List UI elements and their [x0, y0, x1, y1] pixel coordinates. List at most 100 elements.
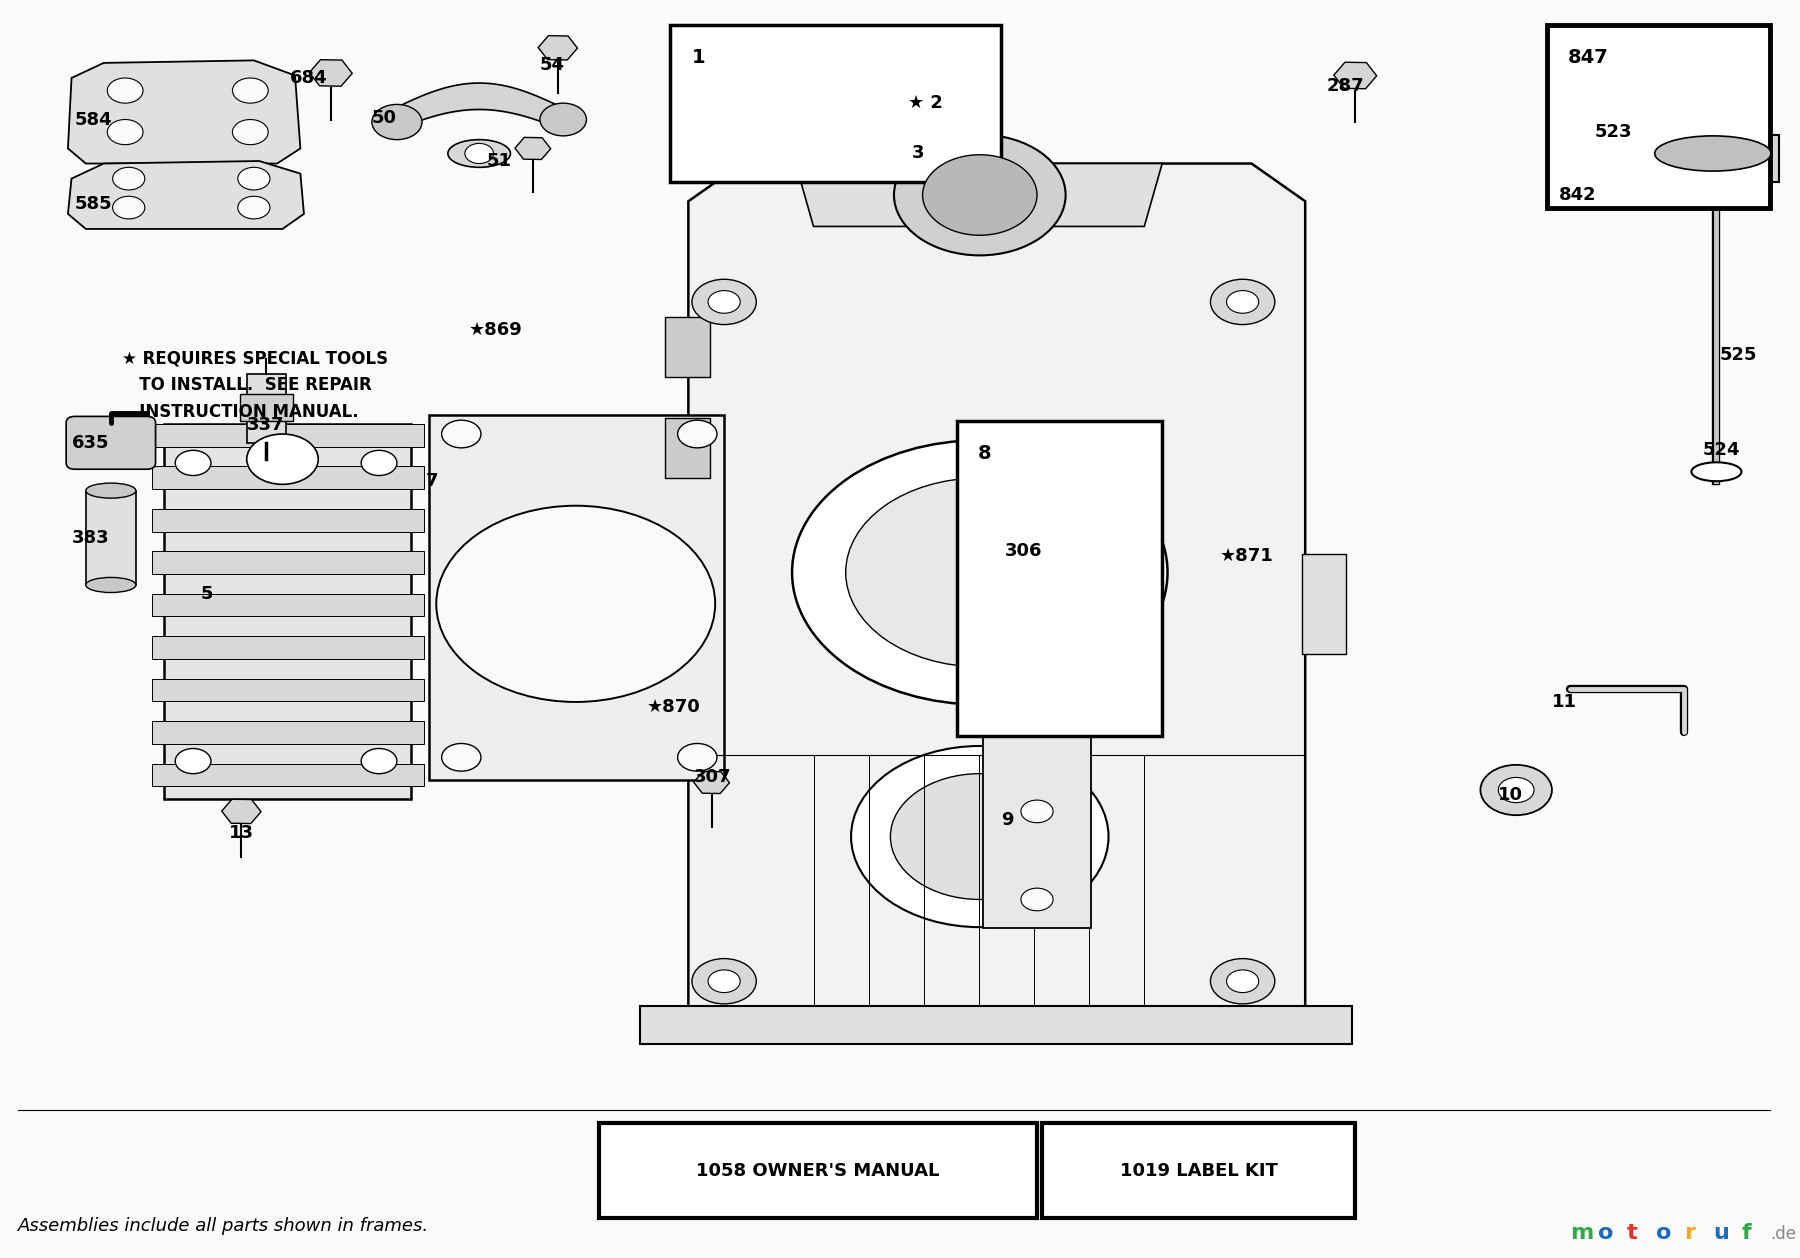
Ellipse shape — [86, 577, 135, 593]
Circle shape — [891, 774, 1069, 899]
Circle shape — [677, 743, 716, 771]
Circle shape — [232, 120, 268, 145]
Text: 684: 684 — [290, 69, 328, 87]
Circle shape — [1210, 959, 1274, 1004]
Circle shape — [247, 434, 319, 484]
Text: m: m — [1570, 1223, 1593, 1243]
Text: 525: 525 — [1721, 346, 1757, 364]
Text: o: o — [1656, 1223, 1670, 1243]
Text: ★869: ★869 — [468, 321, 522, 338]
Text: 50: 50 — [373, 109, 396, 127]
Bar — [983, 699, 1091, 928]
Circle shape — [113, 196, 144, 219]
Bar — [151, 764, 423, 786]
Circle shape — [108, 120, 142, 145]
Bar — [151, 508, 423, 531]
Text: 584: 584 — [76, 111, 113, 128]
Circle shape — [362, 450, 398, 476]
Circle shape — [362, 749, 398, 774]
Bar — [151, 551, 423, 574]
Bar — [666, 418, 709, 478]
Text: Assemblies include all parts shown in frames.: Assemblies include all parts shown in fr… — [18, 1218, 428, 1235]
Text: ★870: ★870 — [648, 698, 700, 716]
Bar — [641, 1006, 1352, 1044]
Bar — [956, 421, 1163, 736]
Circle shape — [1480, 765, 1552, 815]
Bar — [599, 1123, 1037, 1218]
Bar — [151, 679, 423, 702]
Circle shape — [441, 743, 481, 771]
Text: 287: 287 — [1327, 77, 1364, 94]
Circle shape — [846, 478, 1114, 667]
Text: 1058 OWNER'S MANUAL: 1058 OWNER'S MANUAL — [697, 1161, 940, 1180]
Circle shape — [1021, 888, 1053, 911]
Bar — [1645, 135, 1778, 182]
Bar — [151, 637, 423, 659]
FancyBboxPatch shape — [67, 416, 155, 469]
Ellipse shape — [1692, 463, 1741, 481]
Text: 306: 306 — [1004, 542, 1042, 560]
Text: 3: 3 — [913, 145, 925, 162]
Text: 383: 383 — [72, 530, 110, 547]
Polygon shape — [796, 164, 1163, 226]
Circle shape — [238, 167, 270, 190]
Circle shape — [232, 78, 268, 103]
Ellipse shape — [1654, 136, 1771, 171]
Circle shape — [1226, 970, 1258, 993]
Ellipse shape — [448, 140, 511, 167]
Text: 54: 54 — [540, 57, 565, 74]
Text: ★871: ★871 — [1219, 547, 1273, 565]
Circle shape — [175, 749, 211, 774]
Text: 1019 LABEL KIT: 1019 LABEL KIT — [1120, 1161, 1278, 1180]
Circle shape — [691, 959, 756, 1004]
Circle shape — [707, 291, 740, 313]
Polygon shape — [68, 161, 304, 229]
Text: 8: 8 — [977, 444, 992, 463]
Bar — [247, 374, 286, 443]
Text: 585: 585 — [76, 195, 113, 213]
Text: 337: 337 — [247, 416, 284, 434]
Text: u: u — [1714, 1223, 1728, 1243]
Text: 5: 5 — [200, 585, 212, 603]
Circle shape — [677, 420, 716, 448]
Text: t: t — [1627, 1223, 1638, 1243]
Polygon shape — [688, 164, 1305, 1013]
Ellipse shape — [86, 483, 135, 498]
Text: 11: 11 — [1552, 693, 1577, 711]
Text: 842: 842 — [1559, 186, 1597, 204]
Text: o: o — [1598, 1223, 1615, 1243]
Text: 635: 635 — [72, 434, 110, 452]
Circle shape — [1226, 291, 1258, 313]
Text: 9: 9 — [1001, 811, 1013, 829]
Bar — [428, 415, 724, 780]
Bar — [151, 721, 423, 743]
Text: 7: 7 — [425, 472, 437, 489]
Circle shape — [1021, 800, 1053, 823]
Circle shape — [1021, 712, 1053, 735]
Circle shape — [923, 155, 1037, 235]
Circle shape — [108, 78, 142, 103]
Bar — [86, 491, 135, 585]
Text: r: r — [1685, 1223, 1696, 1243]
Text: 13: 13 — [229, 824, 254, 842]
Text: 307: 307 — [693, 769, 731, 786]
Text: 51: 51 — [486, 152, 511, 170]
Circle shape — [175, 450, 211, 476]
Bar — [151, 467, 423, 489]
Text: 523: 523 — [1595, 123, 1633, 141]
Circle shape — [707, 970, 740, 993]
Bar — [666, 317, 709, 377]
Bar — [1042, 1123, 1355, 1218]
Circle shape — [113, 167, 144, 190]
Bar — [239, 394, 293, 421]
Circle shape — [238, 196, 270, 219]
Circle shape — [1210, 279, 1274, 325]
Text: ★ REQUIRES SPECIAL TOOLS
   TO INSTALL.  SEE REPAIR
   INSTRUCTION MANUAL.: ★ REQUIRES SPECIAL TOOLS TO INSTALL. SEE… — [122, 350, 387, 420]
Circle shape — [464, 143, 493, 164]
Text: .de: .de — [1769, 1225, 1796, 1243]
Circle shape — [373, 104, 421, 140]
Bar — [1301, 554, 1346, 654]
Text: 524: 524 — [1703, 442, 1739, 459]
Text: f: f — [1741, 1223, 1751, 1243]
Bar — [670, 25, 1001, 182]
